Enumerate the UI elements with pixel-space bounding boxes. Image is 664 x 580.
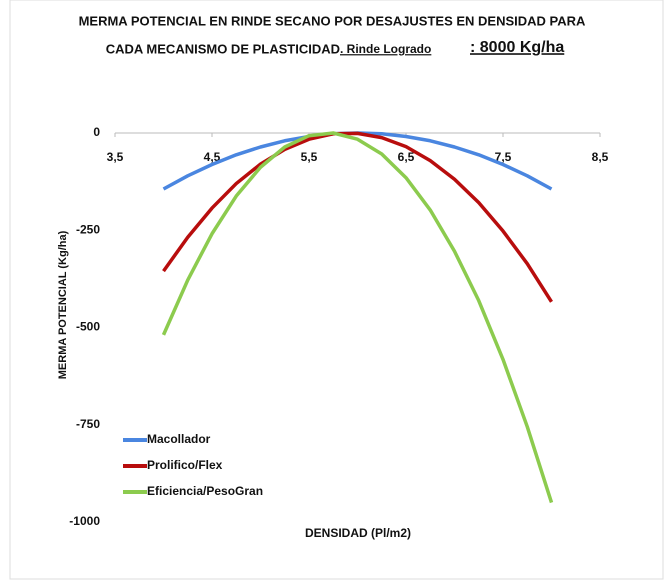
y-tick-label: -250 <box>76 222 100 236</box>
chart-title: MERMA POTENCIAL EN RINDE SECANO POR DESA… <box>79 13 586 28</box>
subtitle: . Rinde Logrado <box>340 42 431 56</box>
line <box>161 131 554 504</box>
annotation: : 8000 Kg/ha <box>470 39 564 56</box>
x-tick-label: 3,5 <box>107 150 124 164</box>
chart-frame <box>9 0 664 580</box>
y-axis-label: MERMA POTENCIAL (Kg/ha) <box>57 230 69 379</box>
x-tick-label: 7,5 <box>495 150 512 164</box>
legend-label: Prolifico/Flex <box>147 458 223 472</box>
x-tick-label: 6,5 <box>398 150 415 164</box>
legend-label: Eficiencia/PesoGran <box>147 484 263 498</box>
legend-label: Macollador <box>147 432 211 446</box>
x-tick-label: 5,5 <box>301 150 318 164</box>
y-tick-label: -500 <box>76 320 100 334</box>
x-tick-label: 4,5 <box>204 150 221 164</box>
line <box>162 131 553 303</box>
y-tick-label: -750 <box>76 417 100 431</box>
x-axis-label: DENSIDAD (Pl/m2) <box>305 526 411 540</box>
y-tick-label: 0 <box>93 125 100 139</box>
y-tick-label: -1000 <box>69 514 100 528</box>
chart-title: CADA MECANISMO DE PLASTICIDAD <box>106 41 340 56</box>
x-tick-label: 8,5 <box>592 150 609 164</box>
